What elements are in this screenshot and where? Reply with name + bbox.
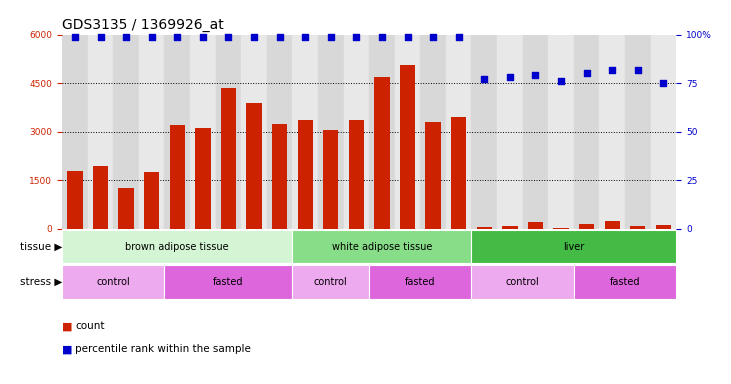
Point — [325, 33, 336, 40]
Bar — [318, 35, 344, 229]
Point — [197, 33, 209, 40]
Text: control: control — [314, 277, 348, 287]
Bar — [164, 265, 292, 299]
Point — [529, 72, 541, 78]
Bar — [523, 35, 548, 229]
Point — [427, 33, 439, 40]
Text: control: control — [96, 277, 130, 287]
Point — [95, 33, 107, 40]
Bar — [574, 35, 599, 229]
Bar — [246, 103, 262, 229]
Bar — [574, 265, 676, 299]
Bar — [497, 35, 523, 229]
Bar — [292, 35, 318, 229]
Point — [300, 33, 311, 40]
Text: ■: ■ — [62, 344, 76, 354]
Text: tissue ▶: tissue ▶ — [20, 242, 62, 252]
Text: count: count — [75, 321, 105, 331]
Bar — [656, 225, 671, 229]
Bar — [62, 265, 164, 299]
Point — [351, 33, 363, 40]
Point — [376, 33, 387, 40]
Bar — [241, 35, 267, 229]
Bar — [400, 65, 415, 229]
Bar — [67, 170, 83, 229]
Text: liver: liver — [563, 242, 585, 252]
Bar — [548, 35, 574, 229]
Bar — [272, 124, 287, 229]
Bar — [446, 35, 471, 229]
Text: fasted: fasted — [405, 277, 436, 287]
Bar — [267, 35, 292, 229]
Bar — [221, 88, 236, 229]
Point — [632, 66, 644, 73]
Point — [222, 33, 234, 40]
Bar — [292, 265, 369, 299]
Bar — [93, 166, 108, 229]
Bar — [369, 35, 395, 229]
Bar — [344, 35, 369, 229]
Bar — [471, 265, 574, 299]
Text: fasted: fasted — [213, 277, 243, 287]
Point — [249, 33, 260, 40]
Bar — [369, 265, 471, 299]
Bar — [118, 189, 134, 229]
Text: stress ▶: stress ▶ — [20, 277, 62, 287]
Bar — [425, 122, 441, 229]
Text: white adipose tissue: white adipose tissue — [332, 242, 432, 252]
Bar — [502, 226, 518, 229]
Bar — [88, 35, 113, 229]
Bar — [477, 227, 492, 229]
Bar — [605, 221, 620, 229]
Bar — [374, 77, 390, 229]
Bar — [164, 35, 190, 229]
Bar — [113, 35, 139, 229]
Bar — [62, 35, 88, 229]
Point — [273, 33, 285, 40]
Bar — [420, 35, 446, 229]
Bar — [139, 35, 164, 229]
Text: brown adipose tissue: brown adipose tissue — [126, 242, 229, 252]
Bar — [625, 35, 651, 229]
Bar — [395, 35, 420, 229]
Bar — [144, 172, 159, 229]
Bar — [651, 35, 676, 229]
Bar — [170, 125, 185, 229]
Bar — [190, 35, 216, 229]
Bar — [349, 120, 364, 229]
Bar — [471, 35, 497, 229]
Bar — [528, 222, 543, 229]
Bar — [298, 120, 313, 229]
Point — [606, 66, 618, 73]
Text: GDS3135 / 1369926_at: GDS3135 / 1369926_at — [62, 18, 224, 32]
Point — [504, 74, 516, 80]
Point — [145, 33, 158, 40]
Text: control: control — [506, 277, 539, 287]
Bar — [579, 224, 594, 229]
Point — [453, 33, 465, 40]
Text: ■: ■ — [62, 321, 76, 331]
Point — [556, 78, 567, 84]
Point — [658, 80, 670, 86]
Point — [171, 33, 183, 40]
Bar — [323, 130, 338, 229]
Bar — [216, 35, 241, 229]
Text: fasted: fasted — [610, 277, 640, 287]
Bar — [292, 230, 471, 263]
Bar — [471, 230, 676, 263]
Point — [581, 70, 593, 76]
Text: percentile rank within the sample: percentile rank within the sample — [75, 344, 251, 354]
Bar — [553, 228, 569, 229]
Point — [478, 76, 490, 82]
Bar — [599, 35, 625, 229]
Bar — [195, 129, 211, 229]
Bar — [62, 230, 292, 263]
Bar — [630, 226, 645, 229]
Point — [402, 33, 414, 40]
Point — [120, 33, 132, 40]
Bar — [451, 117, 466, 229]
Point — [69, 33, 81, 40]
